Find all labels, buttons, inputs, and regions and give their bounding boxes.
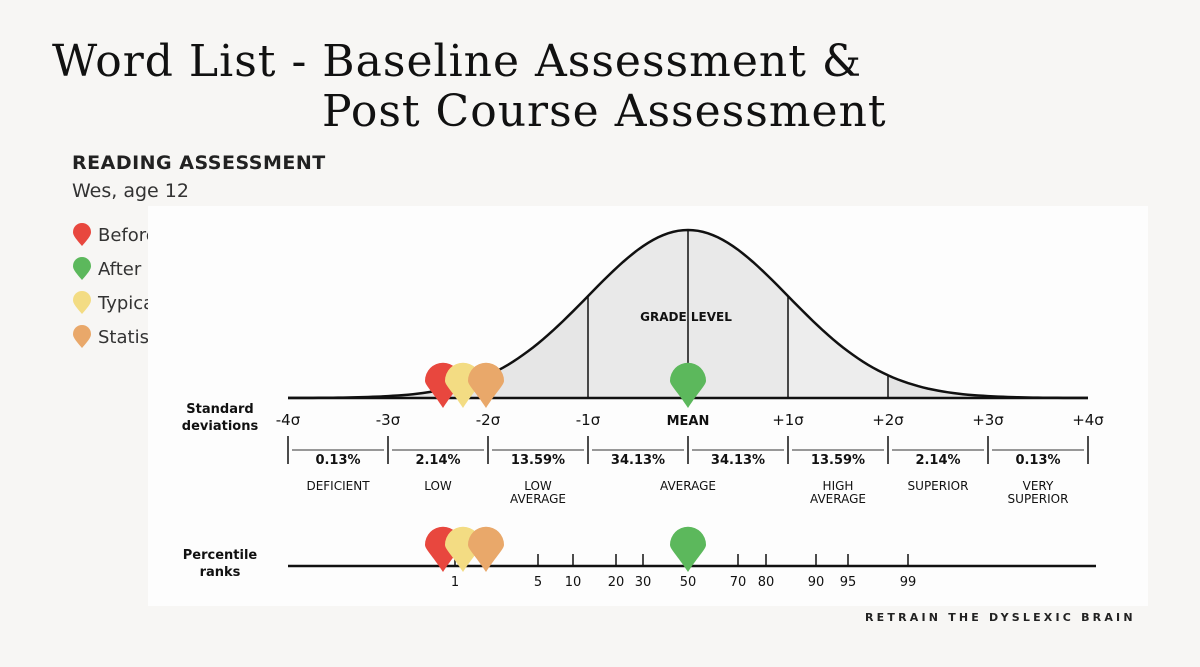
sd-tick-label: MEAN <box>667 414 710 429</box>
percentile-tick-label: 90 <box>808 575 825 590</box>
curve-area-tail-right <box>888 375 1088 398</box>
percentile-tick-label: 95 <box>840 575 857 590</box>
marker-curve-3 <box>670 362 706 408</box>
category-label: VERY <box>1023 479 1054 493</box>
band-percent: 13.59% <box>511 453 565 468</box>
sd-tick-label: -2σ <box>476 411 501 429</box>
category-label: AVERAGE <box>810 492 866 506</box>
sd-tick-label: -1σ <box>576 411 601 429</box>
map-pin-green-icon <box>73 257 91 280</box>
band-percent: 2.14% <box>415 453 460 468</box>
percentile-axis-label-2: ranks <box>200 565 241 580</box>
map-pin-red-icon <box>73 223 91 246</box>
category-label: AVERAGE <box>660 479 716 493</box>
marker-percentile-2 <box>468 526 504 572</box>
map-pin-yellow-icon <box>73 291 91 314</box>
category-label: LOW <box>424 479 452 493</box>
student-subheading: Wes, age 12 <box>72 180 189 202</box>
bell-curve-line <box>288 228 1088 400</box>
title-line-1: Word List - Baseline Assessment & <box>52 36 863 87</box>
percentile-tick-label: 30 <box>635 575 652 590</box>
sd-tick-label: +1σ <box>772 411 804 429</box>
center-label: GRADE LEVEL <box>640 310 732 324</box>
category-label: AVERAGE <box>510 492 566 506</box>
category-label: LOW <box>524 479 552 493</box>
category-label: SUPERIOR <box>908 479 969 493</box>
chart-panel: GRADE LEVEL Standard deviations -4σ -3σ -2σ -1… <box>148 206 1148 606</box>
percentile-tick-label: 50 <box>680 575 697 590</box>
percentile-tick-label: 80 <box>758 575 775 590</box>
band-percent: 34.13% <box>611 453 665 468</box>
band-percent: 2.14% <box>915 453 960 468</box>
category-label: DEFICIENT <box>306 479 370 493</box>
bell-curve-chart: GRADE LEVEL Standard deviations -4σ -3σ -2σ -1… <box>182 228 1104 590</box>
title-line-2: Post Course Assessment <box>322 86 887 137</box>
sd-tick-label: -3σ <box>376 411 401 429</box>
percentile-tick-label: 10 <box>565 575 582 590</box>
brand-footer: RETRAIN THE DYSLEXIC BRAIN <box>865 611 1136 624</box>
assessment-heading: READING ASSESSMENT <box>72 152 326 174</box>
percentile-tick-label: 20 <box>608 575 625 590</box>
sd-tick-label: +4σ <box>1072 411 1104 429</box>
sd-tick-label: +3σ <box>972 411 1004 429</box>
band-percent: 0.13% <box>1015 453 1060 468</box>
percentile-tick-label: 70 <box>730 575 747 590</box>
sd-axis-label-2: deviations <box>182 419 259 434</box>
sd-tick-label: +2σ <box>872 411 904 429</box>
band-percent: 13.59% <box>811 453 865 468</box>
band-percent: 0.13% <box>315 453 360 468</box>
percentile-tick-label: 5 <box>534 575 542 590</box>
sd-tick-label: -4σ <box>276 411 301 429</box>
marker-curve-2 <box>468 362 504 408</box>
percentile-axis-label-1: Percentile <box>183 548 258 563</box>
curve-area-low <box>388 296 588 398</box>
sd-axis-label-1: Standard <box>186 402 253 417</box>
category-label: SUPERIOR <box>1008 492 1069 506</box>
percentile-tick-label: 99 <box>900 575 917 590</box>
percentile-tick-label: 1 <box>451 575 459 590</box>
marker-percentile-3 <box>670 526 706 572</box>
map-pin-orange-icon <box>73 325 91 348</box>
category-label: HIGH <box>823 479 854 493</box>
band-percent: 34.13% <box>711 453 765 468</box>
